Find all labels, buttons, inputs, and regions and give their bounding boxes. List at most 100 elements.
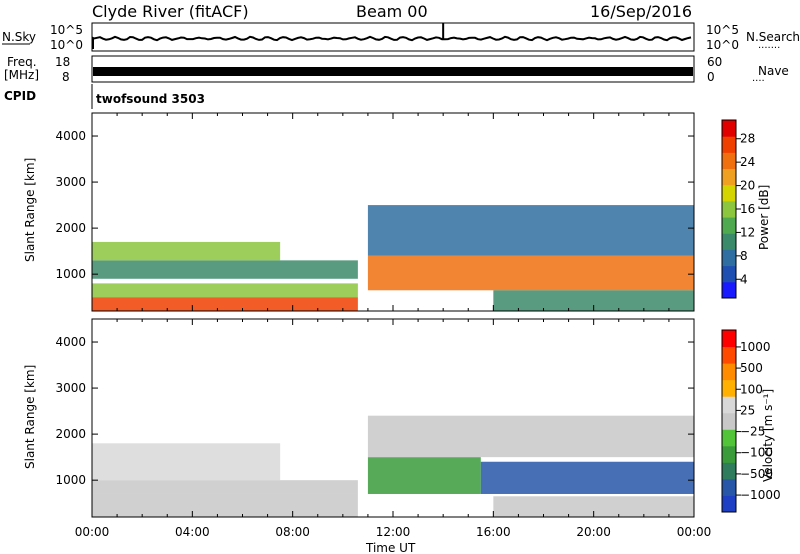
- heatmap-region: [92, 283, 358, 298]
- freq-panel: [91, 55, 695, 83]
- xtick-label: 16:00: [476, 525, 511, 539]
- colorbar-swatch: [722, 462, 736, 480]
- heatmap-region: [480, 461, 694, 494]
- heatmap-region: [493, 496, 694, 517]
- colorbar-swatch: [722, 330, 736, 348]
- heatmap-region: [367, 255, 694, 291]
- colorbar-swatch: [722, 445, 736, 463]
- ytick-label: 2000: [55, 427, 86, 441]
- cpid-value: twofsound 3503: [96, 92, 205, 106]
- date-title: 16/Sep/2016: [590, 2, 692, 21]
- colorbar-swatch: [722, 363, 736, 381]
- heatmap-region: [92, 297, 358, 311]
- freq-tick-top: 18: [55, 55, 70, 69]
- velocity-colorbar-label: Velocity [m s⁻¹]: [761, 389, 775, 482]
- colorbar-swatch: [722, 495, 736, 513]
- power-colorbar: 28 24 20 16 12 8 4: [721, 119, 755, 299]
- heatmap-region: [92, 241, 281, 261]
- colorbar-swatch: [722, 396, 736, 414]
- ytick-label: 1000: [55, 267, 86, 281]
- ytick-label: 2000: [55, 221, 86, 235]
- velocity-colorbar: 1000 500 100 25 −25 −100 −500 −1000: [721, 329, 781, 513]
- xtick-label: 20:00: [576, 525, 611, 539]
- xtick-label: 04:00: [175, 525, 210, 539]
- colorbar-tick-label: 500: [740, 361, 763, 375]
- nave-tick-bottom: 0: [707, 70, 715, 84]
- heatmap-region: [367, 205, 694, 256]
- freq-tick-bottom: 8: [62, 70, 70, 84]
- colorbar-tick-label: −100: [740, 446, 773, 460]
- ytick-label: 3000: [55, 381, 86, 395]
- colorbar-swatch: [722, 346, 736, 364]
- colorbar-swatch: [722, 249, 736, 267]
- colorbar-swatch: [722, 281, 736, 299]
- heatmap-region: [367, 415, 694, 458]
- colorbar-swatch: [722, 168, 736, 186]
- colorbar-tick-label: 16: [740, 202, 755, 216]
- heatmap-region: [92, 443, 281, 481]
- xtick-label: 00:00: [677, 525, 712, 539]
- nsearch-tick-top: 10^5: [706, 23, 739, 37]
- power-colorbar-label: Power [dB]: [757, 185, 771, 250]
- xtick-label: 12:00: [376, 525, 411, 539]
- colorbar-tick-label: 8: [740, 249, 748, 263]
- beam-title: Beam 00: [356, 2, 428, 21]
- xaxis-label: Time UT: [365, 541, 416, 554]
- colorbar-tick-label: 4: [740, 272, 748, 286]
- colorbar-tick-label: −1000: [740, 488, 781, 502]
- colorbar-swatch: [722, 120, 736, 137]
- freq-trace: [93, 67, 693, 76]
- cpid-label: CPID: [4, 89, 36, 103]
- nave-dots: ····: [752, 76, 765, 87]
- colorbar-swatch: [722, 184, 736, 202]
- colorbar-tick-label: −500: [740, 467, 773, 481]
- colorbar-tick-label: 1000: [740, 340, 771, 354]
- colorbar-swatch: [722, 265, 736, 283]
- velocity-heatmap: [92, 415, 694, 517]
- freq-label: Freq.: [7, 55, 37, 69]
- xtick-label: 00:00: [75, 525, 110, 539]
- nsky-label: N.Sky: [2, 30, 36, 44]
- station-title: Clyde River (fitACF): [92, 2, 249, 21]
- ytick-label: 4000: [55, 129, 86, 143]
- colorbar-swatch: [722, 429, 736, 447]
- nave-tick-top: 60: [707, 55, 722, 69]
- nave-label: Nave: [758, 64, 789, 78]
- colorbar-tick-label: 20: [740, 179, 755, 193]
- nsearch-label: N.Search: [746, 30, 800, 44]
- velocity-ylabel: Slant Range [km]: [23, 365, 37, 469]
- colorbar-tick-label: 28: [740, 132, 755, 146]
- heatmap-region: [367, 457, 481, 494]
- colorbar-swatch: [722, 412, 736, 430]
- nsky-tick-top: 10^5: [50, 23, 83, 37]
- xtick-label: 08:00: [275, 525, 310, 539]
- freq-unit-label: [MHz]: [4, 68, 39, 82]
- ytick-label: 1000: [55, 473, 86, 487]
- colorbar-swatch: [722, 200, 736, 218]
- colorbar-swatch: [722, 136, 736, 153]
- heatmap-region: [92, 480, 358, 494]
- colorbar-tick-label: 12: [740, 225, 755, 239]
- power-heatmap: [92, 205, 694, 311]
- colorbar-swatch: [722, 379, 736, 397]
- ytick-label: 3000: [55, 175, 86, 189]
- nsky-tick-bottom: 10^0: [50, 38, 83, 52]
- ytick-label: 4000: [55, 335, 86, 349]
- heatmap-region: [92, 493, 358, 517]
- colorbar-swatch: [722, 478, 736, 496]
- colorbar-swatch: [722, 233, 736, 250]
- nsearch-dots: ·······: [758, 43, 780, 54]
- colorbar-tick-label: 24: [740, 155, 755, 169]
- colorbar-tick-label: 25: [740, 403, 755, 417]
- nsearch-tick-bottom: 10^0: [706, 38, 739, 52]
- heatmap-region: [493, 290, 694, 311]
- colorbar-swatch: [722, 152, 736, 170]
- colorbar-frame: [721, 329, 737, 513]
- colorbar-tick-label: 100: [740, 382, 763, 396]
- heatmap-region: [92, 260, 358, 279]
- colorbar-tick-label: −25: [740, 425, 765, 439]
- nsky-trace: [92, 35, 692, 49]
- colorbar-swatch: [722, 217, 736, 234]
- power-ylabel: Slant Range [km]: [23, 158, 37, 262]
